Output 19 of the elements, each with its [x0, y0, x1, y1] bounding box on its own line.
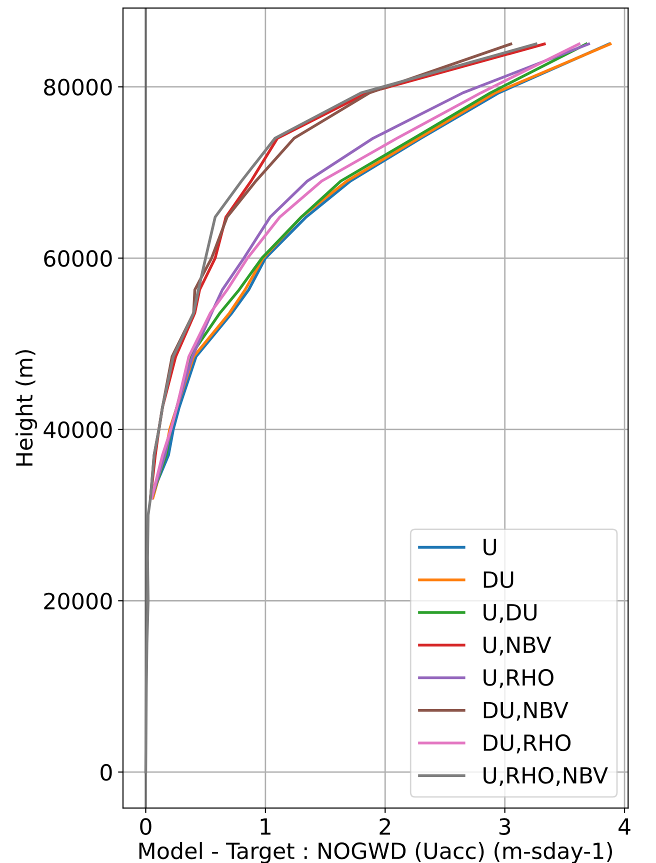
y-tick-label: 80000 — [44, 78, 112, 96]
legend-label: DU — [484, 571, 514, 588]
legend-label: DU,NBV — [484, 702, 568, 721]
legend-label: U,DU — [484, 604, 536, 623]
legend-label: U — [484, 538, 496, 556]
y-tick-label: 60000 — [44, 250, 112, 267]
legend-label: U,RHO,NBV — [484, 766, 608, 786]
y-tick-label: 0 — [100, 764, 112, 781]
y-axis-title: Height (m) — [16, 350, 38, 466]
x-tick-label: 4 — [618, 818, 630, 835]
legend-label: DU,RHO — [484, 734, 571, 754]
y-tick-label: 20000 — [44, 592, 112, 610]
legend-label: U,RHO — [484, 669, 554, 688]
legend-label: U,NBV — [484, 636, 552, 656]
x-tick-label: 2 — [380, 818, 390, 835]
x-tick-label: 0 — [140, 818, 152, 835]
x-tick-label: 3 — [499, 818, 510, 835]
x-tick-label: 1 — [260, 818, 270, 835]
y-tick-label: 40000 — [44, 421, 112, 438]
